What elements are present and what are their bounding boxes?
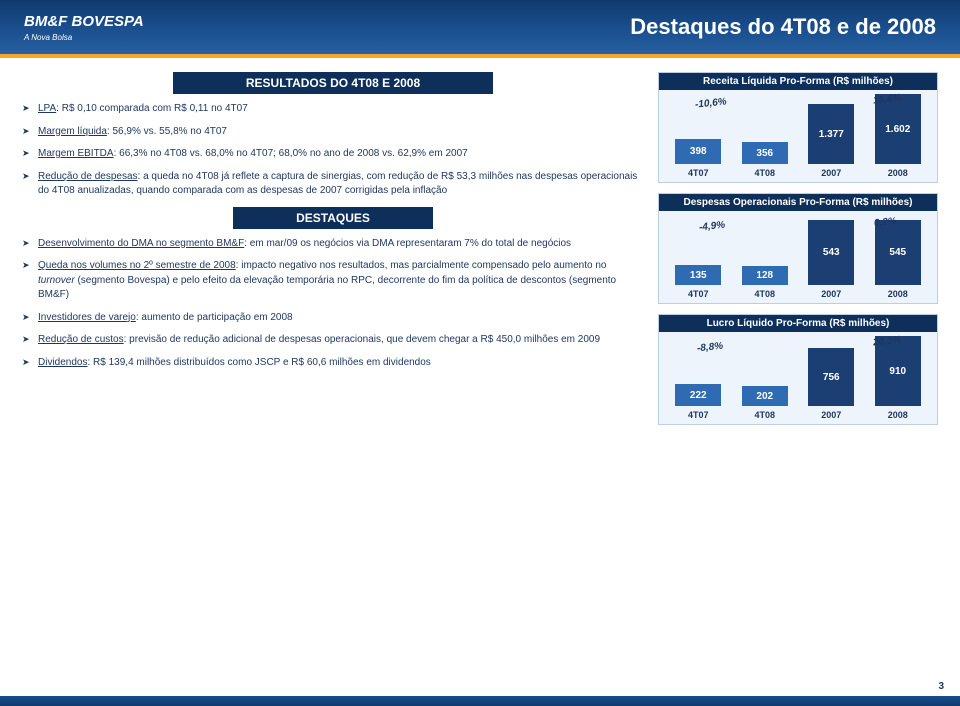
- bar-group: 756 2007: [804, 348, 858, 420]
- bar: 202: [742, 386, 788, 406]
- bar-label: 4T08: [754, 168, 775, 178]
- bullet-rd-u: Redução de despesas: [38, 171, 138, 182]
- chart-receita-title: Receita Líquida Pro-Forma (R$ milhões): [659, 73, 937, 90]
- chart-lucro-title: Lucro Líquido Pro-Forma (R$ milhões): [659, 315, 937, 332]
- bar-group: 202 4T08: [738, 386, 792, 420]
- bullet-reducao-custos: Redução de custos: previsão de redução a…: [22, 333, 644, 348]
- page-number: 3: [938, 681, 944, 692]
- logo-subtext: A Nova Bolsa: [24, 33, 144, 42]
- chart-despesas-bars: -4,9% 0,2% 1354T071284T0854320075452008: [665, 217, 931, 299]
- chart-lucro-bars: -8,8% 20,3% 2224T072024T0875620079102008: [665, 338, 931, 420]
- bar: 543: [808, 220, 854, 285]
- content-area: RESULTADOS DO 4T08 E 2008 LPA: R$ 0,10 c…: [0, 58, 960, 435]
- bar-label: 4T07: [688, 168, 709, 178]
- chart-receita: Receita Líquida Pro-Forma (R$ milhões) -…: [658, 72, 938, 183]
- bullet-margem-liquida: Margem líquida: 56,9% vs. 55,8% no 4T07: [22, 125, 644, 140]
- bullet-lpa: LPA: R$ 0,10 comparada com R$ 0,11 no 4T…: [22, 102, 644, 117]
- bullet-rc-rest: : previsão de redução adicional de despe…: [124, 334, 600, 345]
- bullet-me-rest: : 66,3% no 4T08 vs. 68,0% no 4T07; 68,0%…: [114, 148, 468, 159]
- bar: 128: [742, 266, 788, 285]
- slide-title: Destaques do 4T08 e de 2008: [630, 14, 936, 40]
- chart-lucro: Lucro Líquido Pro-Forma (R$ milhões) -8,…: [658, 314, 938, 425]
- bar-label: 2008: [888, 168, 908, 178]
- chart-despesas-title: Despesas Operacionais Pro-Forma (R$ milh…: [659, 194, 937, 211]
- bar-label: 2008: [888, 410, 908, 420]
- chart-despesas: Despesas Operacionais Pro-Forma (R$ milh…: [658, 193, 938, 304]
- bullet-dividendos: Dividendos: R$ 139,4 milhões distribuído…: [22, 356, 644, 371]
- bar-group: 356 4T08: [738, 142, 792, 178]
- bullet-me-u: Margem EBITDA: [38, 148, 114, 159]
- bullet-dma: Desenvolvimento do DMA no segmento BM&F:…: [22, 237, 644, 252]
- bar-group: 9102008: [871, 336, 925, 420]
- bar: 222: [675, 384, 721, 406]
- bullet-qv-em: turnover: [38, 275, 75, 286]
- bar-group: 1.377 2007: [804, 104, 858, 178]
- destaques-title: DESTAQUES: [233, 207, 433, 229]
- bullet-inv-u: Investidores de varejo: [38, 312, 136, 323]
- bullet-qv-u: Queda nos volumes no 2º semestre de 2008: [38, 260, 236, 271]
- bullet-div-rest: : R$ 139,4 milhões distribuídos como JSC…: [87, 357, 430, 368]
- bullet-ml-rest: : 56,9% vs. 55,8% no 4T07: [107, 126, 227, 137]
- bullet-ml-u: Margem líquida: [38, 126, 107, 137]
- bar-label: 2007: [821, 289, 841, 299]
- bullet-dma-rest: : em mar/09 os negócios via DMA represen…: [244, 238, 571, 249]
- logo-block: BM&F BOVESPA A Nova Bolsa: [24, 13, 144, 42]
- bar-group: 545 2008: [871, 220, 925, 299]
- bullet-rc-u: Redução de custos: [38, 334, 124, 345]
- chart-receita-bars: -10,6% 16,4% 3984T073564T081.37720071.60…: [665, 96, 931, 178]
- bar-label: 2007: [821, 168, 841, 178]
- left-column: RESULTADOS DO 4T08 E 2008 LPA: R$ 0,10 c…: [22, 72, 644, 435]
- bar-label: 4T07: [688, 289, 709, 299]
- bar: 398: [675, 139, 721, 164]
- bar-group: 543 2007: [804, 220, 858, 299]
- bar: 135: [675, 265, 721, 285]
- bar-label: 4T08: [754, 410, 775, 420]
- bar: 1.377: [808, 104, 854, 164]
- bullet-reducao-despesas: Redução de despesas: a queda no 4T08 já …: [22, 170, 644, 199]
- bar: 545: [875, 220, 921, 285]
- slide-header: BM&F BOVESPA A Nova Bolsa Destaques do 4…: [0, 0, 960, 54]
- bullet-lpa-rest: : R$ 0,10 comparada com R$ 0,11 no 4T07: [56, 103, 248, 114]
- annot-c1-left: -10,6%: [695, 96, 728, 110]
- bottom-bar: [0, 696, 960, 706]
- bar-group: 128 4T08: [738, 266, 792, 299]
- bullet-div-u: Dividendos: [38, 357, 87, 368]
- bar-label: 2007: [821, 410, 841, 420]
- bullet-margem-ebitda: Margem EBITDA: 66,3% no 4T08 vs. 68,0% n…: [22, 147, 644, 162]
- bullet-lpa-u: LPA: [38, 103, 56, 114]
- annot-c3-left: -8,8%: [696, 341, 723, 355]
- annot-c2-left: -4,9%: [698, 220, 725, 234]
- bullet-dma-u: Desenvolvimento do DMA no segmento BM&F: [38, 238, 244, 249]
- bullet-inv-rest: : aumento de participação em 2008: [136, 312, 293, 323]
- bar: 756: [808, 348, 854, 406]
- bullet-queda-volumes: Queda nos volumes no 2º semestre de 2008…: [22, 259, 644, 303]
- right-column: Receita Líquida Pro-Forma (R$ milhões) -…: [658, 72, 938, 435]
- bar-group: 222 4T07: [671, 384, 725, 420]
- bar-label: 2008: [888, 289, 908, 299]
- bullet-qv-m1: : impacto negativo nos resultados, mas p…: [236, 260, 607, 271]
- bar: 356: [742, 142, 788, 164]
- bar-group: 135 4T07: [671, 265, 725, 299]
- bar-group: 398 4T07: [671, 139, 725, 178]
- bar-label: 4T07: [688, 410, 709, 420]
- bar-group: 1.6022008: [871, 94, 925, 178]
- bullet-investidores: Investidores de varejo: aumento de parti…: [22, 311, 644, 326]
- bar-label: 4T08: [754, 289, 775, 299]
- bullet-qv-m2: (segmento Bovespa) e pelo efeito da elev…: [38, 275, 616, 301]
- resultados-title: RESULTADOS DO 4T08 E 2008: [173, 72, 493, 94]
- logo-text: BM&F BOVESPA: [24, 13, 144, 30]
